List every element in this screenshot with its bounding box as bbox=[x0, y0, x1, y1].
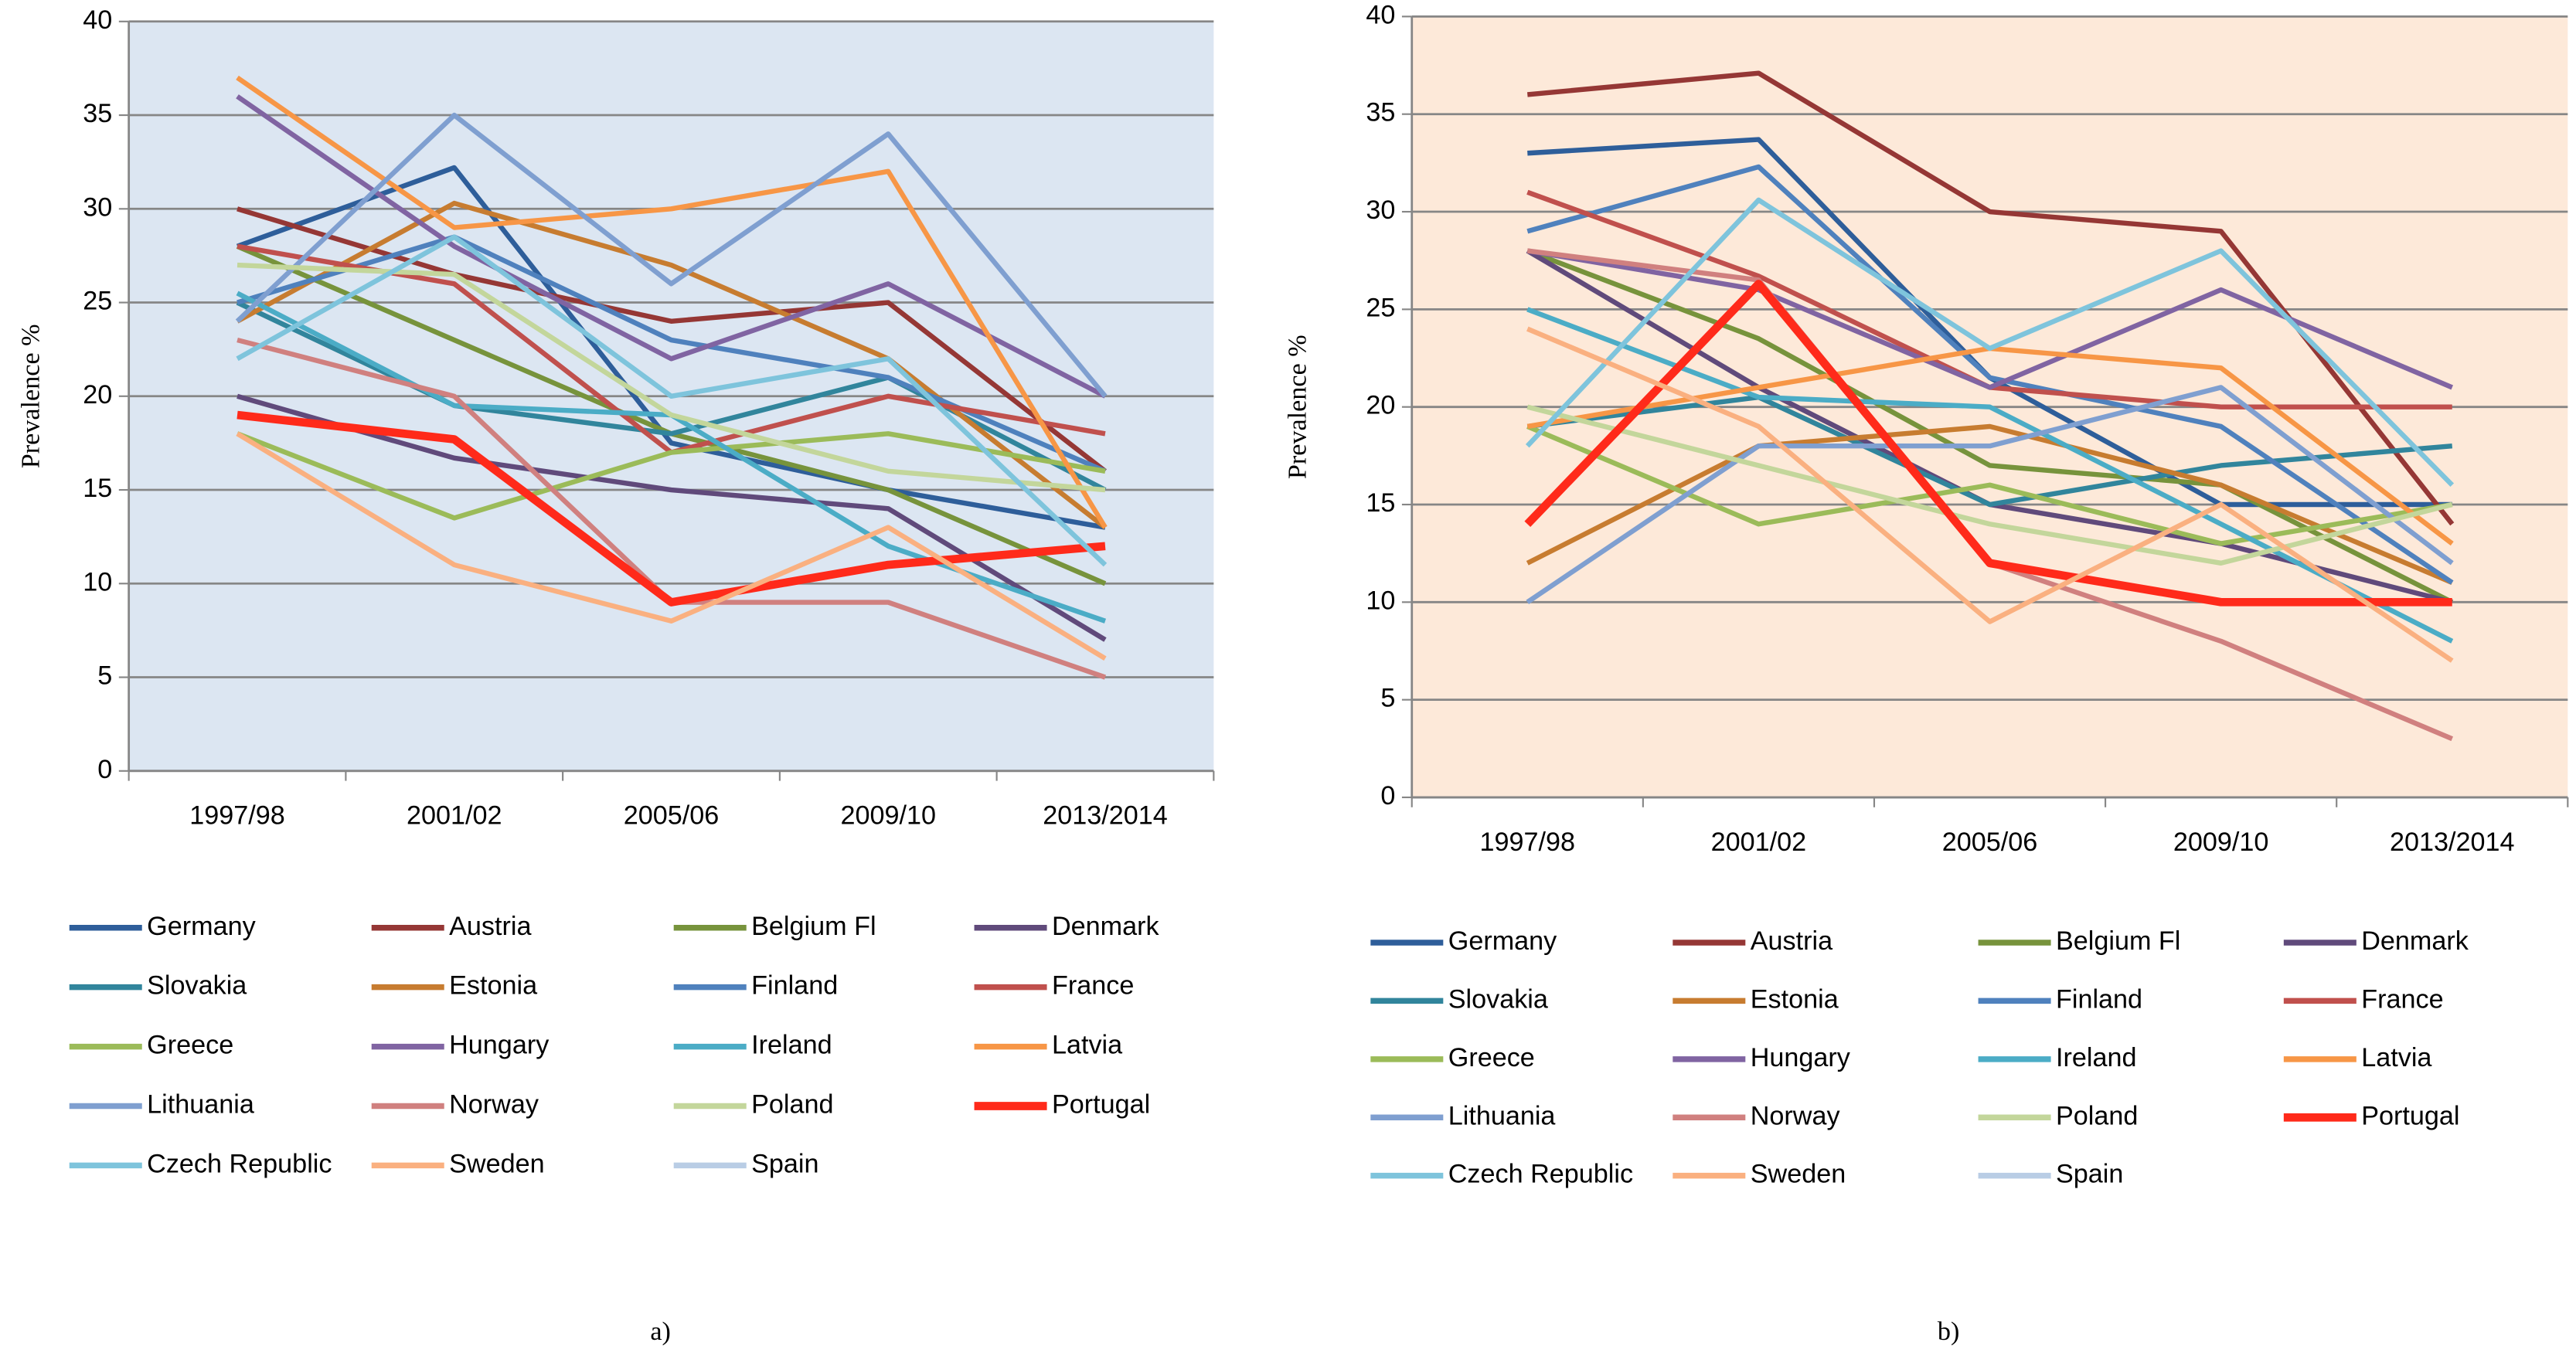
x-tick-label: 1997/98 bbox=[189, 801, 285, 831]
series-line bbox=[237, 410, 1106, 607]
legend-label: Lithuania bbox=[1448, 1101, 1556, 1130]
legend-label: Spain bbox=[2056, 1160, 2123, 1189]
x-tick-label: 1997/98 bbox=[1480, 828, 1576, 857]
x-tick-label: 2001/02 bbox=[407, 801, 502, 831]
x-tick-label: 2013/2014 bbox=[1043, 801, 1168, 831]
legend-label: Slovakia bbox=[147, 971, 247, 1001]
legend-label: Belgium Fl bbox=[751, 912, 876, 941]
legend-label: Belgium Fl bbox=[2056, 926, 2180, 956]
y-axis-label: Prevalence % bbox=[1283, 335, 1312, 479]
legend-label: Sweden bbox=[1751, 1160, 1846, 1189]
series-line bbox=[236, 94, 1107, 399]
legend-label: Finland bbox=[2056, 984, 2142, 1014]
legend-label: Ireland bbox=[2056, 1043, 2137, 1072]
series-line bbox=[1526, 394, 2453, 508]
y-tick-label: 10 bbox=[83, 567, 112, 596]
x-tick-label: 2001/02 bbox=[1711, 828, 1807, 857]
series-line bbox=[1526, 248, 2454, 390]
legend-label: Ireland bbox=[751, 1031, 832, 1060]
legend-label: Poland bbox=[751, 1090, 833, 1120]
caption: a) bbox=[650, 1317, 671, 1346]
series-line bbox=[1526, 423, 2453, 546]
legend-label: Denmark bbox=[2361, 926, 2469, 956]
legend-label: Greece bbox=[147, 1031, 233, 1060]
y-tick-label: 40 bbox=[83, 5, 112, 35]
legend-label: Slovakia bbox=[1448, 984, 1548, 1014]
y-tick-label: 20 bbox=[1366, 391, 1395, 420]
series-line bbox=[1526, 385, 2454, 604]
legend-label: Denmark bbox=[1052, 912, 1160, 941]
series-line bbox=[237, 206, 1107, 474]
y-tick-label: 35 bbox=[83, 99, 112, 128]
series-line bbox=[1526, 326, 2454, 663]
legend-label: Czech Republic bbox=[147, 1149, 332, 1178]
y-tick-label: 0 bbox=[1380, 781, 1395, 811]
caption: b) bbox=[1938, 1317, 1959, 1346]
y-tick-label: 0 bbox=[97, 755, 112, 784]
legend-label: France bbox=[2361, 984, 2443, 1014]
series-line bbox=[1526, 164, 2454, 585]
legend-label: Germany bbox=[1448, 926, 1557, 956]
y-tick-label: 30 bbox=[83, 192, 112, 222]
legend-label: Finland bbox=[751, 971, 838, 1001]
y-tick-label: 15 bbox=[1366, 488, 1395, 518]
y-tick-label: 25 bbox=[83, 287, 112, 316]
legend-label: Czech Republic bbox=[1448, 1160, 1633, 1189]
legend-label: Austria bbox=[449, 912, 531, 941]
legend-label: Latvia bbox=[2361, 1043, 2431, 1072]
y-axis-label: Prevalence % bbox=[17, 324, 46, 468]
y-tick-label: 10 bbox=[1366, 586, 1395, 615]
series-line bbox=[1526, 423, 2454, 586]
series-line bbox=[1526, 404, 2453, 566]
legend-label: Greece bbox=[1448, 1043, 1535, 1072]
legend-label: Germany bbox=[147, 912, 256, 941]
y-tick-label: 15 bbox=[83, 474, 112, 503]
legend-label: Portugal bbox=[2361, 1101, 2459, 1130]
legend-label: Spain bbox=[751, 1149, 818, 1178]
legend-label: Austria bbox=[1751, 926, 1832, 956]
legend-label: Portugal bbox=[1052, 1090, 1150, 1120]
y-tick-label: 35 bbox=[1366, 98, 1395, 127]
legend-label: France bbox=[1052, 971, 1134, 1001]
legend-label: Latvia bbox=[1052, 1031, 1122, 1060]
series-line bbox=[1525, 197, 2455, 487]
series-line bbox=[236, 431, 1106, 521]
x-tick-label: 2013/2014 bbox=[2390, 828, 2515, 857]
series-line bbox=[235, 112, 1108, 398]
y-tick-label: 25 bbox=[1366, 293, 1395, 322]
x-tick-label: 2009/10 bbox=[840, 801, 936, 831]
legend-label: Sweden bbox=[449, 1149, 544, 1178]
x-tick-label: 2009/10 bbox=[2173, 828, 2269, 857]
series-line bbox=[236, 200, 1107, 530]
y-tick-label: 5 bbox=[1380, 684, 1395, 713]
series-line bbox=[236, 234, 1108, 567]
legend-label: Estonia bbox=[1751, 984, 1839, 1014]
legend-label: Poland bbox=[2056, 1101, 2138, 1130]
x-tick-label: 2005/06 bbox=[1942, 828, 2038, 857]
legend-label: Hungary bbox=[449, 1031, 550, 1060]
series-line bbox=[236, 431, 1107, 661]
series-line bbox=[1526, 248, 2454, 605]
series-line bbox=[237, 393, 1107, 642]
legend-label: Norway bbox=[1751, 1101, 1841, 1130]
series-line bbox=[237, 262, 1106, 493]
x-tick-label: 2005/06 bbox=[624, 801, 720, 831]
y-tick-label: 20 bbox=[83, 380, 112, 410]
series-line bbox=[1524, 280, 2452, 607]
y-tick-label: 5 bbox=[97, 661, 112, 691]
legend-label: Lithuania bbox=[147, 1090, 254, 1120]
legend-label: Estonia bbox=[449, 971, 537, 1001]
legend-label: Norway bbox=[449, 1090, 539, 1120]
y-tick-label: 30 bbox=[1366, 195, 1395, 225]
y-tick-label: 40 bbox=[1366, 0, 1395, 29]
legend-label: Hungary bbox=[1751, 1043, 1851, 1072]
series-line bbox=[236, 75, 1108, 529]
